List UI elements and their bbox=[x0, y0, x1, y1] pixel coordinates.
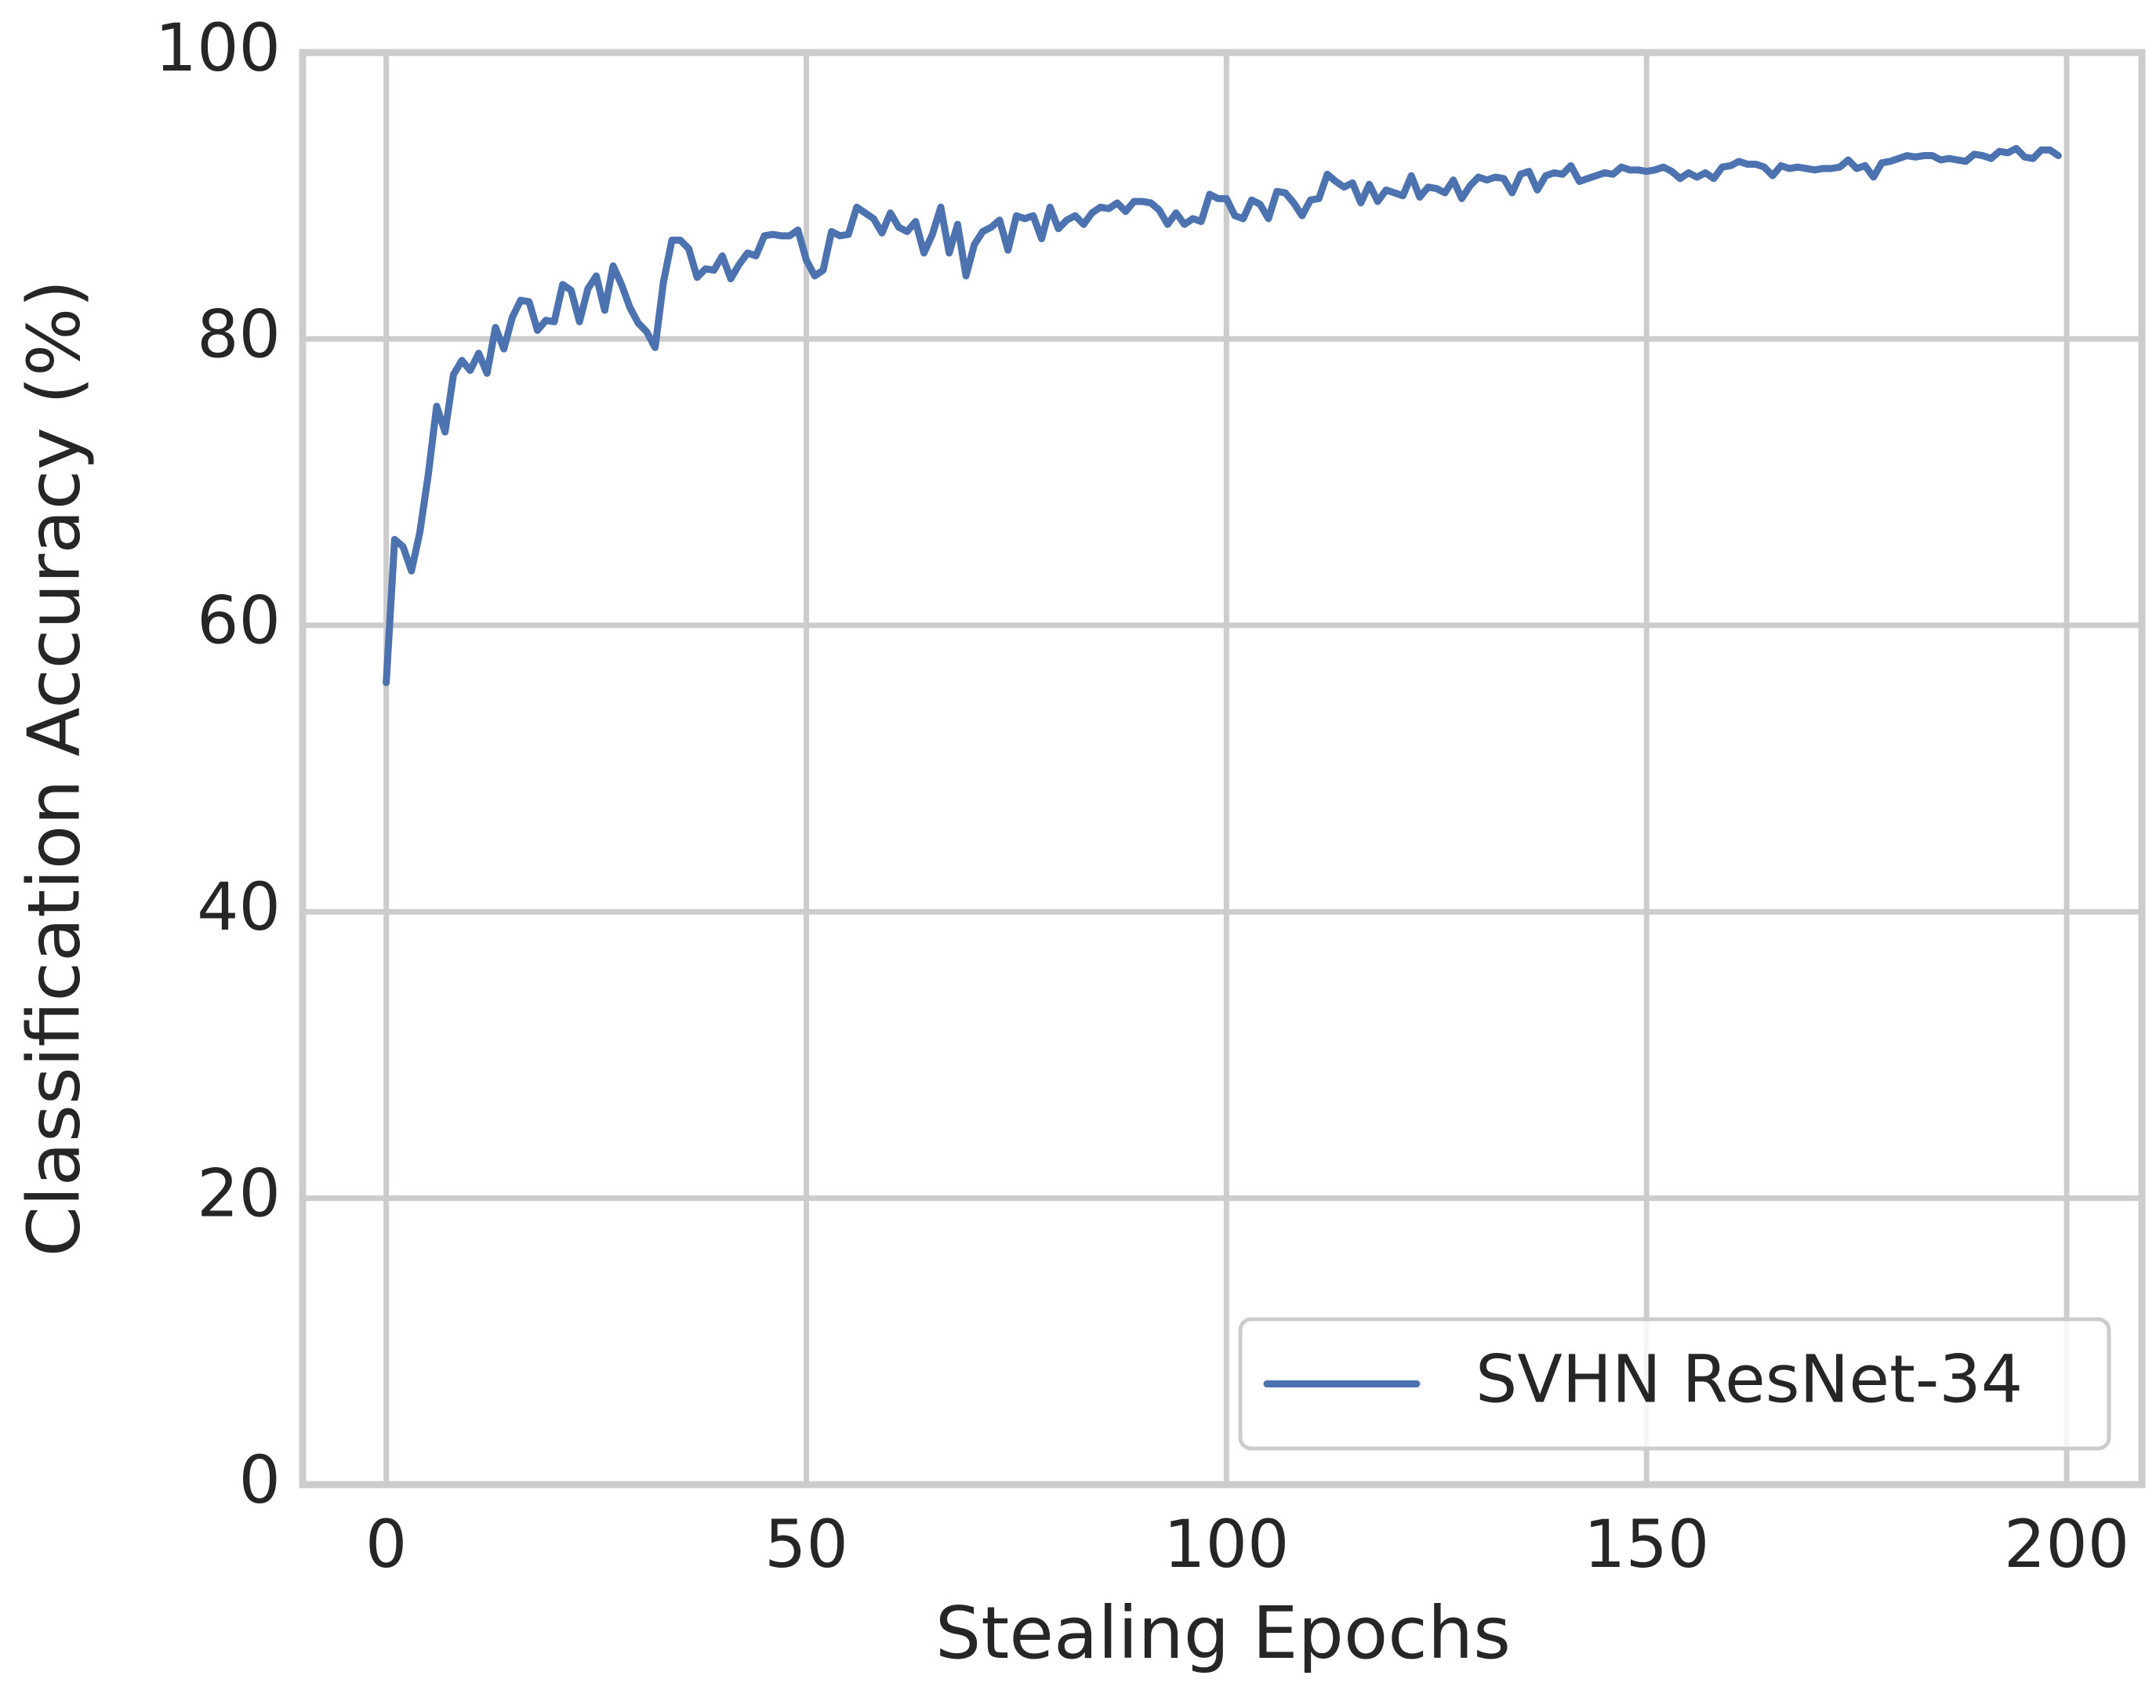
y-axis-label: Classification Accuracy (%) bbox=[12, 280, 96, 1257]
x-tick-label: 150 bbox=[1584, 1506, 1709, 1583]
y-tick-label: 40 bbox=[197, 869, 281, 945]
y-tick-label: 20 bbox=[197, 1155, 281, 1232]
legend-label: SVHN ResNet-34 bbox=[1475, 1340, 2023, 1417]
data-line bbox=[383, 144, 2062, 687]
x-tick-label: 100 bbox=[1163, 1506, 1289, 1583]
y-tick-label: 100 bbox=[155, 9, 281, 86]
y-tick-label: 0 bbox=[239, 1441, 281, 1518]
y-tick-label: 60 bbox=[197, 582, 281, 659]
x-axis-label: Stealing Epochs bbox=[935, 1591, 1511, 1675]
x-tick-label: 50 bbox=[764, 1506, 848, 1583]
x-tick-label: 0 bbox=[365, 1506, 407, 1583]
legend-box bbox=[1238, 1317, 2111, 1451]
plot-frame bbox=[299, 49, 2146, 1489]
y-tick-label: 80 bbox=[197, 296, 281, 372]
x-tick-label: 200 bbox=[2004, 1506, 2129, 1583]
